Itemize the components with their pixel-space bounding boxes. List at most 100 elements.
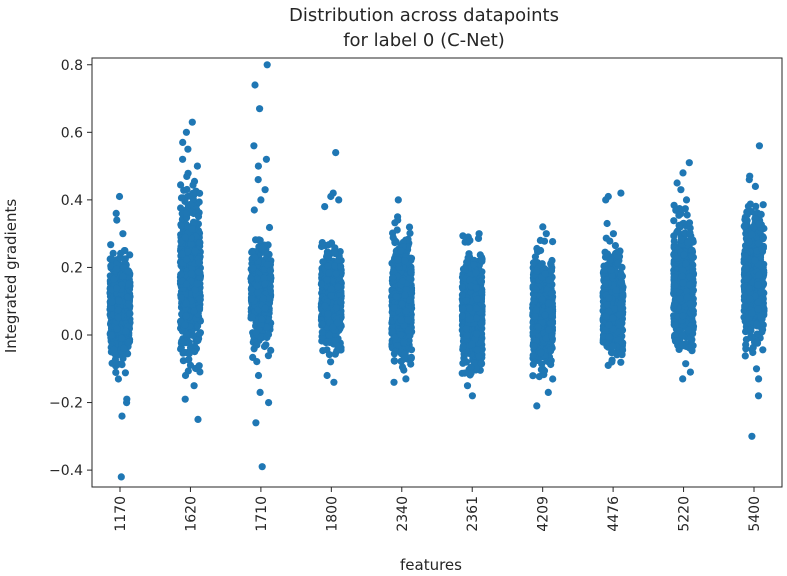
data-point-2361 [477,277,485,286]
data-point-1620 [196,239,204,247]
data-point-1620 [187,200,195,208]
outlier-point-1710 [254,176,262,184]
data-point-1620 [182,209,190,217]
data-point-1800 [331,249,339,257]
data-point-4476 [601,280,610,288]
data-point-1620 [178,338,187,346]
data-point-1170 [110,345,118,354]
data-point-4476 [619,292,627,300]
data-point-1710 [257,320,265,328]
data-point-2340 [390,304,398,312]
outlier-point-1620 [184,145,192,153]
outlier-point-1170 [119,230,127,238]
data-point-2361 [465,304,473,312]
data-point-1170 [120,247,128,255]
data-point-2361 [477,338,485,346]
data-point-4476 [617,271,625,279]
outlier-point-1800 [323,371,331,380]
data-point-2340 [388,327,396,336]
outlier-point-1620 [181,371,190,380]
data-point-2361 [466,276,474,284]
data-point-2361 [470,261,478,269]
outlier-point-1710 [256,105,264,113]
data-point-2340 [401,291,409,299]
data-point-1620 [191,247,199,255]
data-point-1620 [186,361,195,369]
data-point-4476 [617,278,625,287]
data-point-2361 [459,343,467,351]
data-point-4476 [608,271,616,280]
data-point-1620 [187,270,196,278]
outlier-point-4209 [544,388,552,396]
outlier-point-1620 [179,155,187,163]
data-point-1620 [195,268,203,276]
data-point-5220 [681,205,689,213]
data-point-1710 [252,328,260,336]
data-point-2340 [398,363,407,371]
data-point-2361 [477,320,485,328]
outlier-point-1620 [193,162,201,170]
data-point-2340 [405,223,414,231]
data-point-4209 [529,372,537,380]
outlier-point-1620 [179,138,187,146]
data-point-4209 [542,334,550,342]
data-point-4209 [547,259,555,268]
data-point-4476 [603,301,611,309]
data-point-1620 [177,222,185,230]
data-point-4209 [532,306,540,314]
data-point-1710 [266,267,275,275]
data-point-4209 [547,360,555,369]
data-point-4209 [530,342,538,350]
data-point-1710 [247,295,256,303]
data-point-1620 [195,362,203,370]
data-point-4209 [545,299,553,307]
data-point-1800 [337,298,345,307]
data-point-1800 [317,280,325,288]
data-point-1800 [325,351,333,359]
data-point-2340 [407,353,415,361]
outlier-point-1800 [330,378,338,386]
data-point-4209 [533,267,541,275]
data-point-2340 [402,307,410,316]
data-point-1170 [109,249,117,257]
data-point-4209 [529,259,538,267]
data-point-1710 [249,264,257,272]
outlier-point-1620 [182,128,190,136]
data-point-4476 [605,333,613,341]
data-point-4209 [547,267,556,275]
outlier-point-1710 [254,371,263,380]
data-point-2340 [398,277,407,285]
data-point-1170 [125,280,133,288]
outlier-point-2361 [475,230,483,238]
outlier-point-4209 [542,230,550,238]
data-point-4476 [606,256,614,264]
data-point-1800 [323,276,331,284]
chart-title-line-2: for label 0 (C-Net) [343,30,505,51]
data-point-1710 [253,341,261,349]
outlier-point-4476 [603,219,611,228]
data-point-1620 [194,336,202,344]
outlier-point-2361 [468,392,476,400]
data-point-1710 [247,286,256,294]
data-point-2340 [401,257,409,265]
data-point-5220 [685,344,693,352]
data-point-2340 [393,226,401,234]
outlier-point-4476 [602,196,610,204]
data-point-1710 [253,358,261,366]
data-point-1170 [110,275,118,283]
data-point-2340 [391,347,400,356]
data-point-1620 [194,212,203,221]
data-point-4476 [616,321,625,329]
outlier-point-4209 [533,402,541,410]
outlier-point-2340 [390,378,398,386]
data-point-1620 [191,286,199,294]
data-point-4209 [529,360,537,368]
data-point-4209 [538,360,546,368]
data-point-2361 [475,352,483,360]
data-point-4209 [545,276,554,284]
outlier-point-1170 [113,216,121,224]
data-point-1620 [190,218,198,226]
data-point-2340 [398,300,406,308]
data-point-1620 [178,250,186,258]
data-point-1620 [191,348,199,356]
